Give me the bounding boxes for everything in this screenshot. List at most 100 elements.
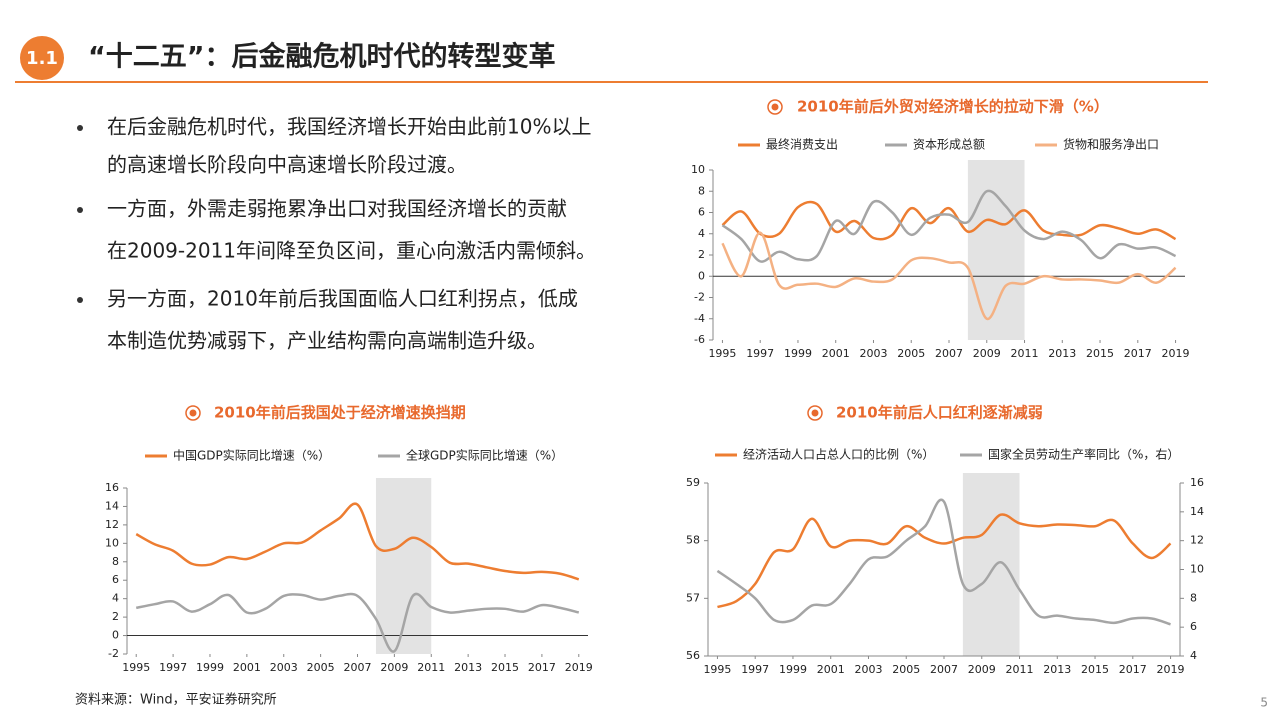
- y-tick-label: 4: [112, 592, 119, 605]
- x-tick-label: 2007: [344, 661, 372, 674]
- x-tick-label: 2003: [854, 663, 882, 676]
- x-tick-label: 2019: [565, 661, 593, 674]
- badge: 1.1: [26, 48, 58, 69]
- title-icon: [811, 409, 819, 417]
- page-number: 5: [1260, 696, 1268, 710]
- bullet-text: 本制造优势减弱下，产业结构需向高端制造升级。: [107, 329, 547, 353]
- y-tick-label: 10: [691, 163, 705, 176]
- y2-tick-label: 16: [1190, 476, 1204, 489]
- x-tick-label: 2011: [417, 661, 445, 674]
- x-tick-label: 1997: [746, 347, 774, 360]
- y-tick-label: 59: [686, 476, 700, 489]
- y2-tick-label: 8: [1190, 591, 1197, 604]
- highlight-band: [962, 473, 1020, 656]
- x-tick-label: 1997: [741, 663, 769, 676]
- series-line: [135, 502, 580, 581]
- highlight-band: [967, 160, 1025, 340]
- x-tick-label: 2013: [454, 661, 482, 674]
- legend-label: 最终消费支出: [766, 137, 838, 152]
- x-tick-label: 1999: [784, 347, 812, 360]
- x-tick-label: 1995: [708, 347, 736, 360]
- y-tick-label: 8: [112, 555, 119, 568]
- bullet-text: 一方面，外需走弱拖累净出口对我国经济增长的贡献: [107, 197, 567, 221]
- title-icon: [807, 405, 823, 421]
- y-tick-label: 57: [686, 591, 700, 604]
- source: 资料来源：Wind，平安证券研究所: [75, 692, 277, 708]
- y-tick-label: 8: [698, 184, 705, 197]
- bullet-dot: [77, 297, 83, 303]
- title-icon: [771, 103, 779, 111]
- y2-tick-label: 12: [1190, 534, 1204, 547]
- y-tick-label: -2: [694, 291, 705, 304]
- series-line: [717, 513, 1172, 609]
- y-tick-label: 12: [105, 518, 119, 531]
- x-tick-label: 2005: [897, 347, 925, 360]
- y2-tick-label: 6: [1190, 620, 1197, 633]
- x-tick-label: 2007: [930, 663, 958, 676]
- y-tick-label: 0: [698, 269, 705, 282]
- x-tick-label: 2017: [1124, 347, 1152, 360]
- series-line: [721, 189, 1177, 263]
- x-tick-label: 2001: [822, 347, 850, 360]
- x-tick-label: 2017: [528, 661, 556, 674]
- bullet-text: 在后金融危机时代，我国经济增长开始由此前10%以上: [107, 115, 591, 139]
- legend-label: 资本形成总额: [913, 138, 985, 152]
- series-line: [135, 592, 580, 653]
- x-tick-label: 2019: [1157, 663, 1185, 676]
- x-tick-label: 2009: [968, 663, 996, 676]
- y-tick-label: 14: [105, 499, 119, 512]
- x-tick-label: 2003: [859, 347, 887, 360]
- slide-title: “十二五”：后金融危机时代的转型变革: [88, 41, 556, 73]
- x-tick-label: 2015: [1081, 663, 1109, 676]
- x-tick-label: 2015: [491, 661, 519, 674]
- bullet-dot: [77, 207, 83, 213]
- bullet-text: 的高速增长阶段向中高速增长阶段过渡。: [107, 153, 467, 177]
- y-tick-label: 6: [698, 206, 705, 219]
- x-tick-label: 1997: [159, 661, 187, 674]
- y-tick-label: 2: [698, 248, 705, 261]
- x-tick-label: 1999: [196, 661, 224, 674]
- x-tick-label: 2013: [1043, 663, 1071, 676]
- chart-title: 2010年前后外贸对经济增长的拉动下滑（%）: [797, 98, 1109, 116]
- y-tick-label: 2: [112, 610, 119, 623]
- y-tick-label: 0: [112, 629, 119, 642]
- y-tick-label: -2: [108, 647, 119, 660]
- y-tick-label: 16: [105, 481, 119, 494]
- chart-title: 2010年前后我国处于经济增速换挡期: [214, 404, 466, 422]
- x-tick-label: 2011: [1006, 663, 1034, 676]
- y-tick-label: 4: [698, 227, 705, 240]
- x-tick-label: 2001: [817, 663, 845, 676]
- legend-label: 国家全员劳动生产率同比（%，右）: [988, 447, 1179, 462]
- series-line: [721, 200, 1177, 241]
- y-tick-label: 56: [686, 649, 700, 662]
- y2-tick-label: 4: [1190, 649, 1197, 662]
- series-line: [721, 231, 1177, 320]
- legend-label: 经济活动人口占总人口的比例（%）: [743, 447, 934, 462]
- x-tick-label: 1995: [122, 661, 150, 674]
- series-line: [716, 498, 1171, 626]
- y-tick-label: 58: [686, 534, 700, 547]
- title-icon: [767, 99, 783, 115]
- chart-title: 2010年前后人口红利逐渐减弱: [836, 404, 1043, 422]
- title-icon: [185, 405, 201, 421]
- y-tick-label: -4: [694, 312, 705, 325]
- y2-tick-label: 14: [1190, 505, 1204, 518]
- x-tick-label: 2015: [1086, 347, 1114, 360]
- legend-label: 货物和服务净出口: [1063, 137, 1159, 152]
- legend-label: 全球GDP实际同比增速（%）: [406, 448, 563, 463]
- bullet-dot: [77, 125, 83, 131]
- x-tick-label: 2009: [380, 661, 408, 674]
- badge-bg: [20, 36, 64, 80]
- title-icon: [189, 409, 197, 417]
- x-tick-label: 2005: [892, 663, 920, 676]
- x-tick-label: 2005: [307, 661, 335, 674]
- x-tick-label: 2017: [1119, 663, 1147, 676]
- y-tick-label: 10: [105, 536, 119, 549]
- x-tick-label: 2013: [1048, 347, 1076, 360]
- bullet-text: 另一方面，2010年前后我国面临人口红利拐点，低成: [107, 287, 578, 311]
- x-tick-label: 2003: [270, 661, 298, 674]
- y2-tick-label: 10: [1190, 563, 1204, 576]
- bullet-text: 在2009-2011年间降至负区间，重心向激活内需倾斜。: [107, 239, 596, 263]
- x-tick-label: 1999: [779, 663, 807, 676]
